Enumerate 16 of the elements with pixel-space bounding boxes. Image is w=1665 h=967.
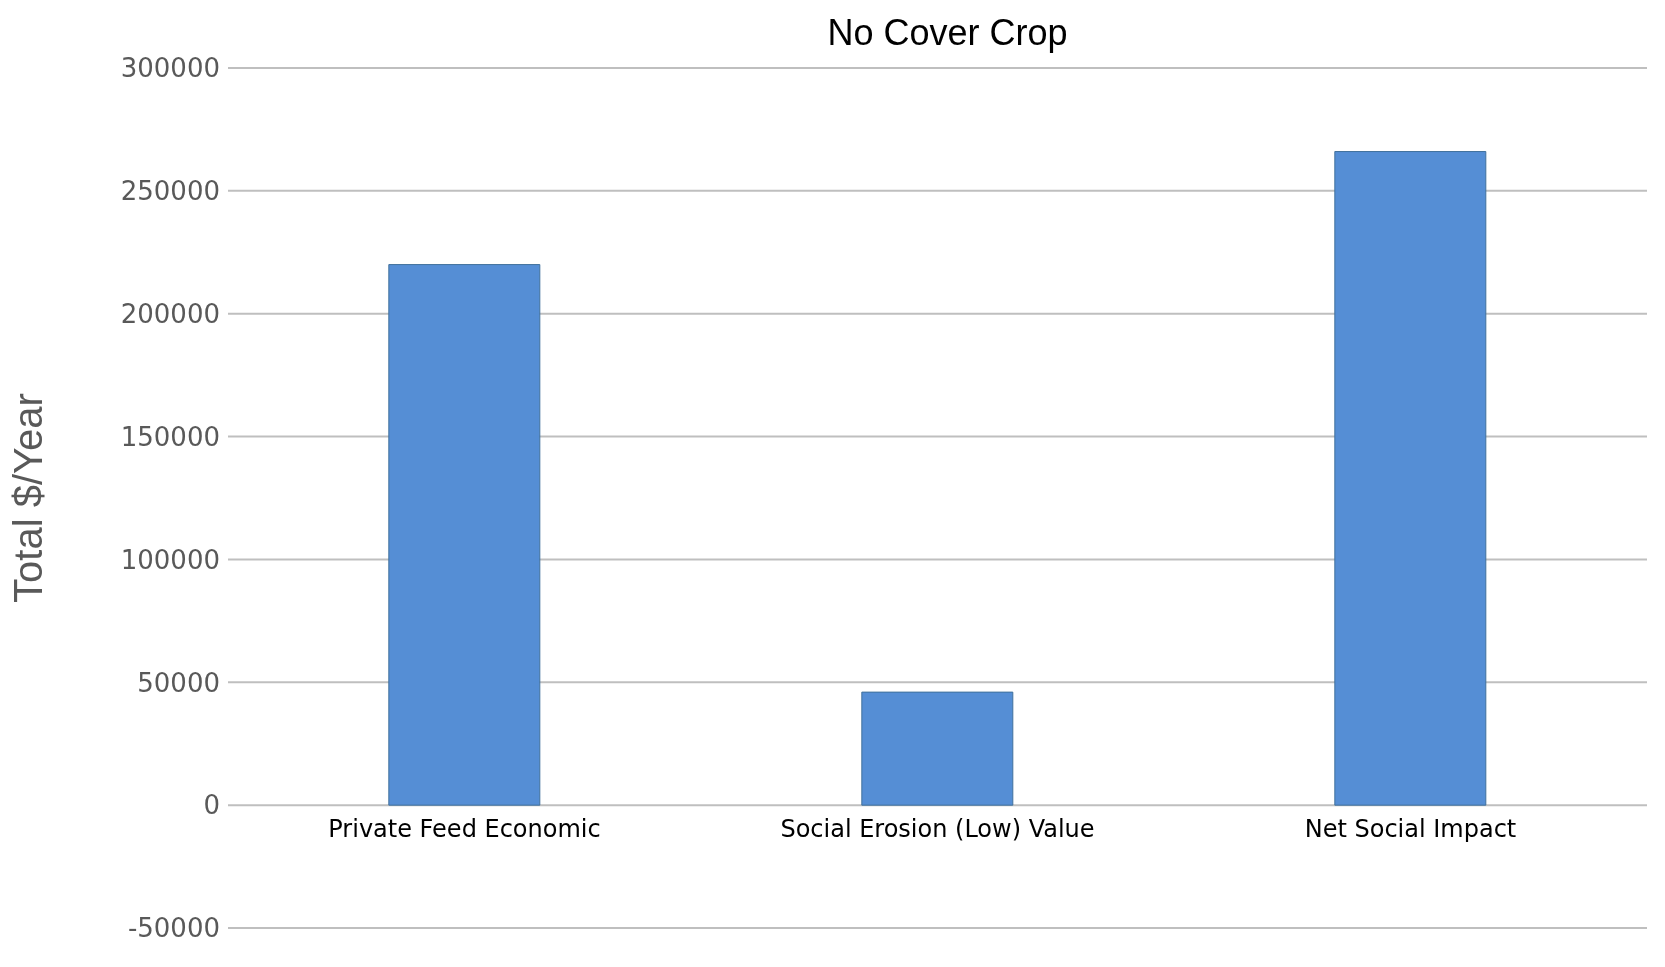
y-tick-label: 300000	[120, 53, 220, 84]
bar	[388, 264, 541, 806]
x-tick-label: Social Erosion (Low) Value	[780, 815, 1095, 844]
bar	[1334, 151, 1487, 806]
y-tick-label: 50000	[137, 667, 220, 698]
y-tick-label: 200000	[120, 298, 220, 329]
y-tick-label: 100000	[120, 544, 220, 575]
y-tick-label: 0	[203, 790, 220, 821]
bar	[861, 691, 1014, 806]
y-tick-label: 250000	[120, 176, 220, 207]
x-tick-label: Private Feed Economic	[328, 815, 601, 844]
y-tick-label: 150000	[120, 421, 220, 452]
chart-title: No Cover Crop	[826, 12, 1069, 54]
x-tick-label: Net Social Impact	[1304, 815, 1517, 844]
y-axis-title: Total $/Year	[6, 393, 51, 603]
y-tick-label: -50000	[127, 913, 220, 944]
